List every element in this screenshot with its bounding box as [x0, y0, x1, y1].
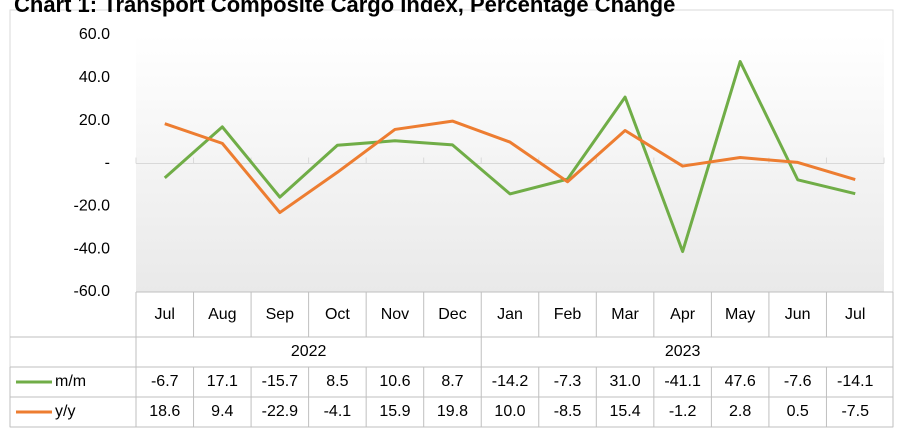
data-label: -1.2: [669, 403, 697, 420]
data-label: 17.1: [207, 373, 238, 390]
x-tick-label: Nov: [381, 306, 409, 323]
x-tick-label: Apr: [670, 306, 696, 323]
data-label: 2.8: [729, 403, 751, 420]
data-label: 10.0: [494, 403, 525, 420]
x-tick-label: Dec: [438, 306, 466, 323]
y-tick-label: -20.0: [74, 198, 111, 215]
series-line: [163, 60, 856, 254]
x-tick-label: Mar: [611, 306, 639, 323]
y-tick-label: 40.0: [79, 69, 110, 86]
data-label: 31.0: [610, 373, 641, 390]
x-tick-label: Jul: [845, 306, 865, 323]
data-label: 8.5: [326, 373, 348, 390]
data-label: 9.4: [211, 403, 233, 420]
x-tick-label: Oct: [325, 306, 350, 323]
y-tick-label: -40.0: [74, 240, 111, 257]
data-label: -6.7: [151, 373, 179, 390]
legend-label: m/m: [55, 373, 86, 390]
legend-label: y/y: [55, 403, 75, 420]
group-label: 2023: [665, 343, 701, 360]
series-line: [164, 119, 856, 215]
data-label: 19.8: [437, 403, 468, 420]
data-label: 0.5: [787, 403, 809, 420]
y-tick-label: 20.0: [79, 112, 110, 129]
data-label: 8.7: [441, 373, 463, 390]
data-label: 15.4: [610, 403, 641, 420]
data-label: -7.3: [554, 373, 582, 390]
x-tick-label: Jun: [785, 306, 811, 323]
group-label: 2022: [291, 343, 327, 360]
y-tick-label: 60.0: [79, 26, 110, 43]
data-label: -22.9: [262, 403, 299, 420]
x-tick-label: Jul: [155, 306, 175, 323]
data-label: 47.6: [725, 373, 756, 390]
data-label: -8.5: [554, 403, 582, 420]
data-label: -14.1: [837, 373, 874, 390]
chart-title: Chart 1: Transport Composite Cargo Index…: [14, 0, 675, 17]
x-tick-label: May: [725, 306, 755, 323]
data-label: -4.1: [324, 403, 352, 420]
data-label: 18.6: [149, 403, 180, 420]
x-tick-label: Sep: [266, 306, 295, 323]
data-label: -15.7: [262, 373, 299, 390]
y-tick-label: -60.0: [74, 283, 111, 300]
data-label: -7.6: [784, 373, 812, 390]
y-tick-label: -: [105, 155, 110, 172]
x-tick-label: Jan: [497, 306, 523, 323]
x-tick-label: Feb: [554, 306, 582, 323]
data-label: -41.1: [664, 373, 701, 390]
data-label: 10.6: [379, 373, 410, 390]
data-label: -7.5: [841, 403, 869, 420]
x-tick-label: Aug: [208, 306, 236, 323]
data-label: 15.9: [379, 403, 410, 420]
data-label: -14.2: [492, 373, 529, 390]
